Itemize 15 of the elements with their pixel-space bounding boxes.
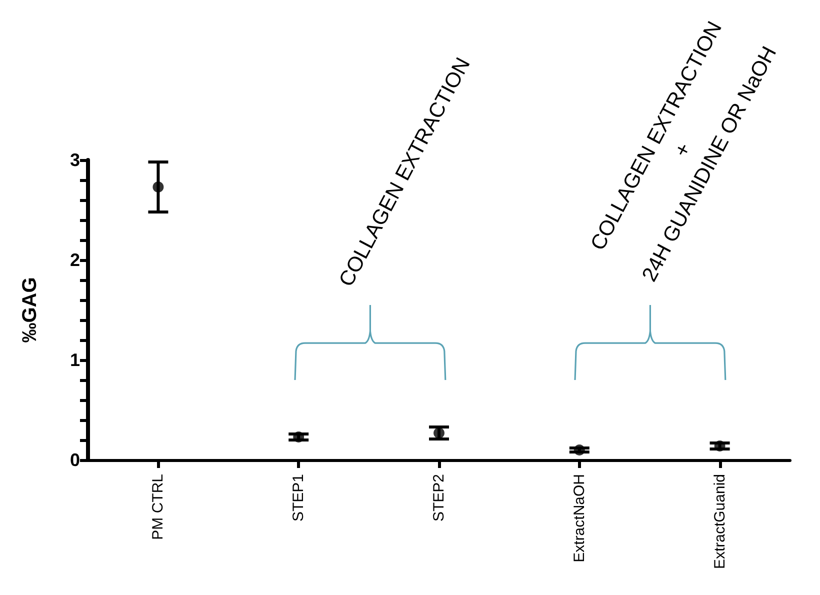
- y-tick-label: 1: [70, 350, 80, 370]
- x-tick-label: STEP1: [290, 474, 308, 522]
- x-tick-label: STEP2: [430, 474, 448, 522]
- y-tick-label: 2: [70, 250, 80, 270]
- x-tick-label: ExtractNaOH: [570, 474, 588, 562]
- y-tick-label: 0: [70, 450, 80, 470]
- y-axis-title: ‰GAG: [19, 277, 41, 343]
- point: [293, 432, 304, 442]
- point: [574, 444, 585, 456]
- x-tick-label: PM CTRL: [150, 474, 167, 540]
- point: [714, 440, 726, 452]
- point: [152, 182, 164, 192]
- y-tick-label: 3: [70, 150, 80, 170]
- point: [434, 428, 444, 438]
- x-tick-label: ExtractGuanid: [711, 474, 728, 570]
